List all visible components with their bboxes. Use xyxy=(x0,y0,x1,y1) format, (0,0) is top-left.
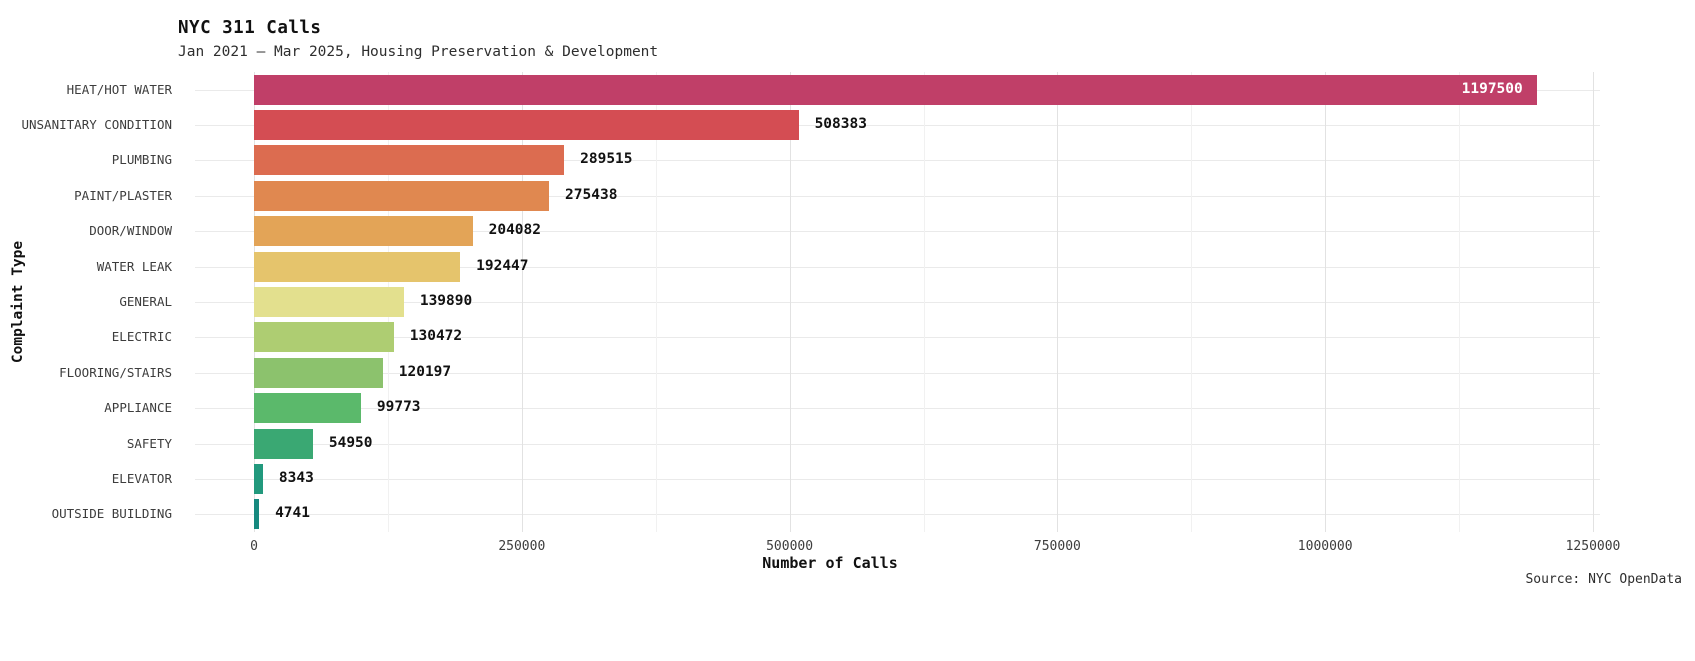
category-label: HEAT/HOT WATER xyxy=(66,81,172,97)
bar xyxy=(254,499,260,530)
category-label: GENERAL xyxy=(119,294,172,309)
x-tick-label: 250000 xyxy=(498,539,546,554)
v-gridline-major xyxy=(1593,72,1594,532)
category-label: SAFETY xyxy=(126,435,172,451)
bar xyxy=(254,322,394,353)
v-gridline-major xyxy=(789,72,791,532)
category-label: PAINT/PLASTER xyxy=(74,187,172,203)
bar xyxy=(254,110,799,141)
bar xyxy=(254,463,263,494)
v-gridline-minor xyxy=(923,72,925,532)
bar-value-label: 275438 xyxy=(565,186,618,203)
h-gridline xyxy=(195,408,1600,410)
category-label: UNSANITARY CONDITION xyxy=(21,117,172,133)
h-gridline xyxy=(195,160,1600,162)
h-gridline xyxy=(195,231,1600,233)
x-tick-label: 1250000 xyxy=(1565,539,1621,554)
chart-title: NYC 311 Calls xyxy=(178,18,322,38)
bar xyxy=(254,393,361,424)
x-tick-label: 500000 xyxy=(766,539,814,554)
bar-value-label: 204082 xyxy=(488,222,541,239)
bar-value-label: 130472 xyxy=(409,328,463,345)
h-gridline xyxy=(195,125,1600,127)
category-label: DOOR/WINDOW xyxy=(89,223,172,239)
bar xyxy=(254,145,565,176)
category-label: FLOORING/STAIRS xyxy=(59,364,172,380)
v-gridline-minor xyxy=(655,72,657,532)
bar-value-label: 508383 xyxy=(814,116,867,133)
h-gridline xyxy=(195,195,1600,197)
bar xyxy=(254,287,404,317)
v-gridline-major xyxy=(521,72,523,532)
bar-value-label: 139890 xyxy=(419,293,473,309)
bar xyxy=(254,216,473,247)
source-caption: Source: NYC OpenData xyxy=(1525,572,1682,587)
v-gridline-minor xyxy=(1191,72,1193,532)
category-label: OUTSIDE BUILDING xyxy=(51,506,172,522)
v-gridline-major xyxy=(1057,72,1059,532)
category-label: ELECTRIC xyxy=(111,329,172,345)
bar-value-label: 54950 xyxy=(328,434,373,451)
bar-value-label: 1197500 xyxy=(1461,80,1523,97)
h-gridline xyxy=(195,266,1600,268)
bar xyxy=(254,357,383,388)
bar xyxy=(254,428,313,459)
bar-value-label: 120197 xyxy=(398,363,452,380)
bar xyxy=(254,180,550,211)
bar-value-label: 99773 xyxy=(376,399,421,416)
category-label: WATER LEAK xyxy=(96,258,172,274)
bar xyxy=(254,74,1537,105)
h-gridline xyxy=(195,514,1600,516)
h-gridline xyxy=(195,302,1600,303)
x-tick-label: 750000 xyxy=(1033,539,1081,554)
x-tick-label: 1000000 xyxy=(1297,539,1353,554)
v-gridline-minor xyxy=(1459,72,1461,532)
bar-value-label: 192447 xyxy=(476,257,529,274)
plot-panel: HEAT/HOT WATER 1197500 UNSANITARY CONDITIO… xyxy=(21,72,1600,532)
h-gridline xyxy=(195,372,1600,374)
v-gridline-major xyxy=(1325,72,1327,532)
x-axis-label: Number of Calls xyxy=(762,554,898,572)
h-gridline xyxy=(195,337,1600,339)
category-label: APPLIANCE xyxy=(104,400,172,416)
bar-value-label: 8343 xyxy=(278,469,314,486)
bar-value-label: 4741 xyxy=(275,505,310,522)
category-label: PLUMBING xyxy=(111,152,172,168)
category-label: ELEVATOR xyxy=(111,470,172,486)
h-gridline xyxy=(195,443,1600,445)
h-gridline xyxy=(195,478,1600,480)
x-tick-label: 0 xyxy=(250,539,258,554)
bar-value-label: 289515 xyxy=(580,151,633,168)
chart-subtitle: Jan 2021 — Mar 2025, Housing Preservatio… xyxy=(178,44,659,60)
bar xyxy=(254,251,461,282)
